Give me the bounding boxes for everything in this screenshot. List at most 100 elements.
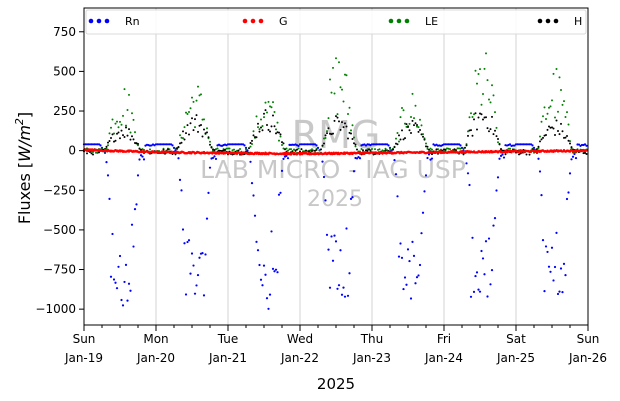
x-tick-label-day: Sat (506, 332, 526, 346)
data-point (132, 118, 135, 121)
plot-frame (83, 7, 589, 326)
data-point (494, 129, 496, 132)
data-point (437, 148, 439, 151)
data-point (113, 140, 115, 143)
data-point (332, 132, 334, 135)
data-point (431, 148, 433, 151)
data-point (133, 208, 137, 211)
data-point (126, 299, 129, 302)
data-point (336, 116, 339, 119)
data-point (149, 148, 151, 151)
data-point (122, 114, 124, 117)
data-point (261, 124, 264, 127)
data-point (479, 112, 481, 115)
y-tick-label: 0 (68, 144, 76, 158)
data-point (324, 134, 327, 137)
legend-marker (242, 18, 248, 24)
data-point (266, 111, 268, 114)
data-point (417, 130, 420, 133)
data-point (423, 190, 426, 193)
data-point (501, 153, 504, 156)
data-point (116, 120, 118, 123)
data-point (203, 118, 205, 121)
data-point (426, 147, 429, 150)
data-point (560, 122, 562, 125)
data-point (275, 128, 277, 131)
x-tick-label-day: Sun (73, 332, 96, 346)
data-point (472, 290, 476, 293)
data-point (142, 158, 146, 161)
data-point (545, 118, 547, 121)
data-point (443, 148, 445, 151)
data-point (308, 150, 310, 153)
legend-marker (404, 18, 410, 24)
data-point (128, 93, 130, 96)
data-point (123, 88, 126, 91)
data-point (276, 121, 279, 124)
data-point (563, 100, 565, 103)
data-point (110, 126, 112, 129)
y-axis-label-end: ] (15, 112, 34, 118)
data-point (585, 153, 588, 156)
data-point (482, 118, 484, 121)
data-point (543, 290, 546, 293)
data-point (537, 157, 540, 160)
data-point (198, 124, 201, 127)
data-point (116, 132, 118, 135)
data-point (196, 273, 200, 277)
x-tick-label-day: Tue (217, 332, 239, 346)
data-point (490, 269, 494, 272)
data-point (311, 148, 313, 151)
data-point (550, 246, 554, 249)
data-point (107, 141, 109, 144)
data-point (497, 141, 499, 144)
data-point (296, 148, 298, 151)
data-point (108, 197, 111, 200)
data-point (453, 148, 456, 151)
data-point (162, 148, 165, 151)
data-point (483, 116, 486, 119)
data-point (141, 155, 144, 158)
data-point (420, 133, 423, 136)
data-point (567, 123, 570, 126)
data-point (195, 99, 198, 102)
data-point (408, 129, 411, 132)
legend: Rn G LE H (85, 9, 587, 35)
x-tick-label-date: Jan-19 (64, 351, 103, 365)
legend-marker (88, 18, 94, 24)
data-point (315, 148, 318, 151)
data-point (311, 149, 313, 152)
data-point (402, 109, 405, 112)
data-point (105, 147, 108, 150)
data-point (477, 288, 480, 291)
data-point (366, 148, 369, 151)
data-point (353, 142, 355, 145)
data-point (408, 259, 411, 263)
data-point (411, 240, 414, 243)
data-point (513, 144, 516, 147)
data-point (525, 153, 528, 156)
data-point (371, 148, 373, 151)
data-point (268, 293, 272, 296)
data-point (444, 148, 447, 151)
data-point (447, 147, 450, 150)
data-point (132, 245, 135, 248)
data-point (485, 116, 487, 119)
data-point (417, 274, 420, 277)
x-tick-label-day: Mon (143, 332, 168, 346)
data-point (551, 126, 553, 129)
data-point (509, 147, 511, 150)
x-tick-label-date: Jan-26 (568, 351, 607, 365)
data-point (216, 147, 219, 150)
data-point (478, 290, 482, 293)
legend-label: H (574, 15, 582, 28)
data-point (495, 189, 498, 192)
data-point (470, 112, 472, 115)
data-point (544, 245, 548, 248)
data-point (138, 158, 141, 161)
data-point (397, 255, 401, 258)
y-tick-label: 500 (53, 64, 76, 78)
data-point (423, 138, 426, 141)
data-point (127, 282, 131, 285)
data-point (396, 132, 399, 135)
